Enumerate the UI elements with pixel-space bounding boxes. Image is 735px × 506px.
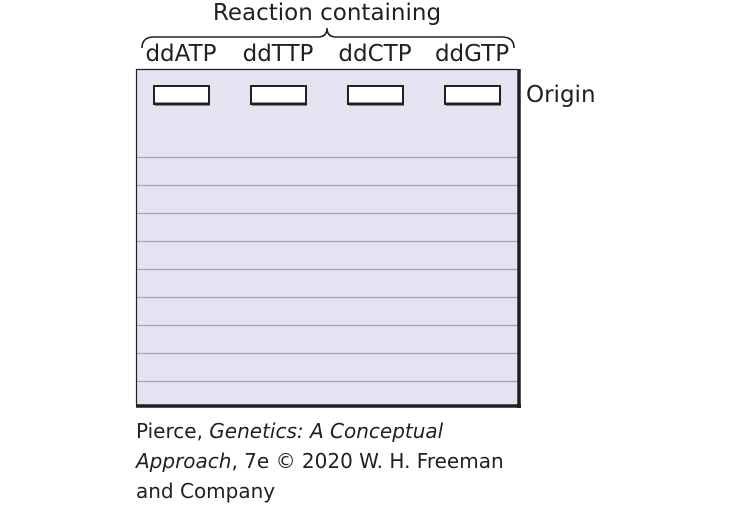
lane-label-ddatp: ddATP (131, 41, 231, 67)
well-ddTTP (251, 86, 306, 104)
lane-label-ddttp: ddTTP (228, 41, 328, 67)
lane-label-ddctp: ddCTP (325, 41, 425, 67)
well-ddATP (154, 86, 209, 104)
credit-line-2: Approach, 7e © 2020 W. H. Freeman (136, 446, 504, 476)
well-ddCTP (348, 86, 403, 104)
origin-label: Origin (526, 82, 596, 108)
lane-label-ddgtp: ddGTP (422, 41, 522, 67)
gel-body (136, 69, 519, 406)
credit-line-1: Pierce, Genetics: A Conceptual (136, 416, 504, 446)
figure-credit: Pierce, Genetics: A Conceptual Approach,… (136, 416, 504, 506)
reaction-header: Reaction containing (0, 0, 654, 26)
well-ddGTP (445, 86, 500, 104)
credit-line-3: and Company (136, 476, 504, 506)
